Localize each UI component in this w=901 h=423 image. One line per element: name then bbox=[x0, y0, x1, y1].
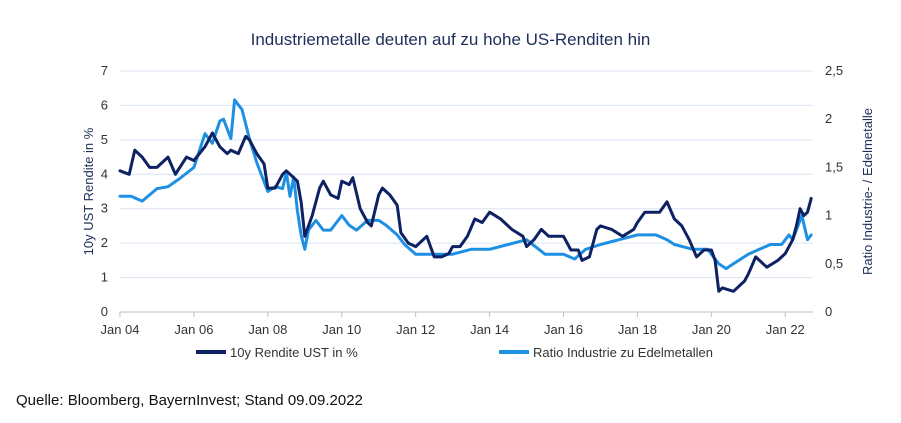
series-lines bbox=[118, 98, 813, 293]
y-left-tick-label: 6 bbox=[101, 97, 108, 112]
source-note: Quelle: Bloomberg, BayernInvest; Stand 0… bbox=[16, 392, 363, 409]
x-tick-label: Jan 14 bbox=[470, 322, 509, 337]
y-right-tick-label: 2,5 bbox=[825, 63, 843, 78]
y-left-tick-label: 3 bbox=[101, 201, 108, 216]
y-left-tick-label: 5 bbox=[101, 132, 108, 147]
x-tick-label: Jan 08 bbox=[248, 322, 287, 337]
y-left-tick-label: 7 bbox=[101, 63, 108, 78]
chart-title: Industriemetalle deuten auf zu hohe US-R… bbox=[250, 30, 651, 49]
x-tick-label: Jan 10 bbox=[322, 322, 361, 337]
y-left-tick-label: 4 bbox=[101, 166, 108, 181]
series-line-us10y-yield bbox=[118, 131, 813, 293]
grid-lines bbox=[120, 70, 813, 313]
y-right-tick-label: 2 bbox=[825, 111, 832, 126]
y-left-tick-label: 0 bbox=[101, 304, 108, 319]
legend-item-industrial-precious-ratio-label: Ratio Industrie zu Edelmetallen bbox=[533, 345, 713, 360]
x-tick-label: Jan 12 bbox=[396, 322, 435, 337]
y-right-tick-label: 0,5 bbox=[825, 256, 843, 271]
x-tick-label: Jan 22 bbox=[766, 322, 805, 337]
x-tick-label: Jan 16 bbox=[544, 322, 583, 337]
y-left-tick-label: 1 bbox=[101, 270, 108, 285]
x-tick-label: Jan 06 bbox=[174, 322, 213, 337]
y-right-tick-label: 0 bbox=[825, 304, 832, 319]
x-tick-label: Jan 18 bbox=[618, 322, 657, 337]
y-right-tick-label: 1,5 bbox=[825, 159, 843, 174]
y-left-tick-label: 2 bbox=[101, 235, 108, 250]
x-tick-label: Jan 20 bbox=[692, 322, 731, 337]
legend-item-us10y-yield-label: 10y Rendite UST in % bbox=[230, 345, 358, 360]
y-right-axis-title: Ratio Industrie- / Edelmetalle bbox=[860, 108, 875, 275]
axes: 0 1 2 3 4 5 6 7 0 0,5 1 1,5 2 2,5 Jan 04 Jan 06 Jan 08 Ja… bbox=[81, 63, 875, 337]
y-right-tick-label: 1 bbox=[825, 208, 832, 223]
x-tick-label: Jan 04 bbox=[100, 322, 139, 337]
legend: 10y Rendite UST in % Ratio Industrie zu E… bbox=[196, 345, 713, 360]
y-left-axis-title: 10y UST Rendite in % bbox=[81, 127, 96, 255]
series-line-industrial-precious-ratio bbox=[118, 98, 813, 271]
